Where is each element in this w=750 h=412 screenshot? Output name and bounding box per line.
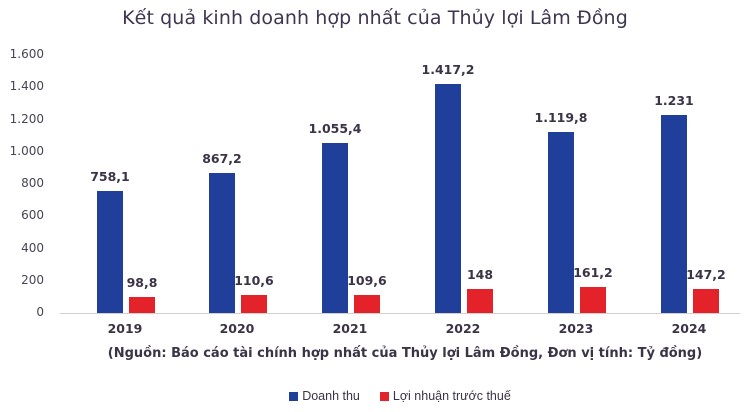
y-tick-label: 400 — [21, 240, 44, 255]
x-tick-label: 2024 — [671, 321, 707, 336]
legend-label-revenue: Doanh thu — [302, 389, 360, 403]
data-label: 758,1 — [90, 168, 130, 184]
legend-label-profit: Lợi nhuận trước thuế — [392, 389, 511, 403]
legend: Doanh thu Lợi nhuận trước thuế — [0, 389, 750, 403]
y-tick-label: 1.600 — [9, 47, 44, 61]
legend-item-revenue: Doanh thu — [289, 389, 360, 403]
chart-title: Kết quả kinh doanh hợp nhất của Thủy lợi… — [122, 7, 628, 29]
bar-profit — [241, 295, 267, 313]
bar-revenue — [322, 142, 348, 313]
bar-profit — [693, 289, 719, 313]
bar-profit — [354, 295, 380, 313]
data-label: 109,6 — [347, 273, 387, 289]
data-label: 161,2 — [573, 265, 613, 280]
data-label: 98,8 — [126, 275, 158, 291]
bar-revenue — [661, 114, 687, 313]
y-tick-label: 600 — [21, 208, 44, 223]
bar-profit — [580, 287, 606, 313]
y-tick-label: 1.400 — [9, 79, 44, 94]
data-label: 1.231 — [654, 92, 694, 108]
source-note: (Nguồn: Báo cáo tài chính hợp nhất của T… — [107, 346, 703, 361]
legend-item-profit: Lợi nhuận trước thuế — [379, 389, 511, 403]
data-label: 147,2 — [686, 267, 726, 283]
data-label: 148 — [466, 267, 494, 283]
y-tick-label: 1.000 — [9, 143, 44, 158]
data-label: 1.119,8 — [534, 110, 588, 126]
x-tick-label: 2023 — [558, 321, 594, 336]
x-tick-label: 2021 — [332, 321, 368, 336]
y-tick-label: 1.200 — [9, 111, 44, 126]
x-tick-label: 2022 — [445, 321, 481, 336]
data-label: 1.417,2 — [421, 62, 475, 78]
legend-swatch-revenue — [289, 391, 299, 401]
y-tick-label: 200 — [21, 272, 44, 287]
data-label: 1.055,4 — [308, 120, 362, 136]
x-axis-line — [60, 313, 740, 314]
x-tick-label: 2020 — [219, 321, 255, 336]
bar-revenue — [548, 132, 574, 313]
data-label: 110,6 — [234, 273, 274, 289]
bar-profit — [467, 289, 493, 313]
legend-swatch-profit — [379, 391, 389, 401]
bar-revenue — [209, 173, 235, 313]
bar-revenue — [435, 84, 461, 313]
bar-profit — [129, 297, 155, 313]
y-tick-label: 800 — [21, 176, 44, 190]
y-tick-label: 0 — [36, 305, 44, 319]
x-tick-label: 2019 — [107, 321, 143, 336]
bar-revenue — [97, 190, 123, 313]
data-label: 867,2 — [202, 151, 242, 167]
